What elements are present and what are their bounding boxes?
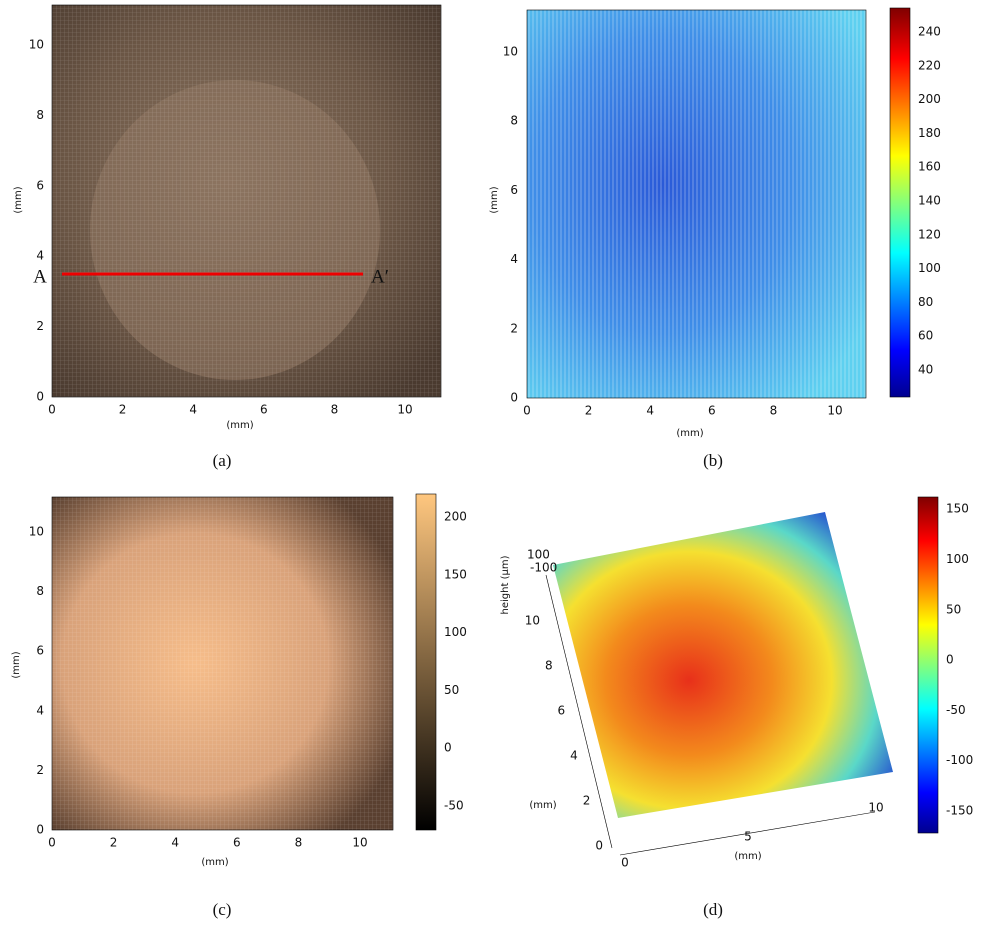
colorbar-tick-label: -150 <box>946 804 973 818</box>
y-axis-label: (mm) <box>13 186 24 213</box>
y-tick-label: 0 <box>595 839 603 853</box>
y-tick-label: 6 <box>510 183 518 197</box>
colorbar-tick-label: -100 <box>946 753 973 767</box>
y-tick-label: 4 <box>510 252 518 266</box>
colorbar-tick-label: 200 <box>444 510 467 524</box>
y-axis-label: (mm) <box>489 186 500 213</box>
colorbar-tick-label: 100 <box>918 261 941 275</box>
y-tick-label: 10 <box>525 614 540 628</box>
y-tick-label: 4 <box>36 703 44 717</box>
x-tick-label: 6 <box>708 404 716 418</box>
colorbar <box>918 497 938 833</box>
colorbar-tick-label: 160 <box>918 160 941 174</box>
colorbar-tick-label: 150 <box>444 567 467 581</box>
image-frame <box>52 497 393 830</box>
x-tick-label: 4 <box>171 836 179 850</box>
y-tick-label: 4 <box>570 749 578 763</box>
y-tick-label: 0 <box>36 390 44 404</box>
colorbar-tick-label: 60 <box>918 329 933 343</box>
colorbar-tick-label: 50 <box>946 602 961 616</box>
x-tick-label: 6 <box>233 836 241 850</box>
y-tick-label: 0 <box>510 391 518 405</box>
y-tick-label: 2 <box>583 794 591 808</box>
colorbar <box>890 8 910 397</box>
y-tick-label: 6 <box>558 704 566 718</box>
colorbar-tick-label: 150 <box>946 502 969 516</box>
caption: (a) <box>213 451 232 470</box>
figure: (a)(mm)(mm)02468100246810AA′(b)(mm)(mm)0… <box>0 0 984 928</box>
section-marker: A <box>33 266 47 287</box>
z-axis-label: height (μm) <box>500 555 511 614</box>
x-tick-label: 6 <box>260 403 268 417</box>
colorbar-tick-label: 80 <box>918 295 933 309</box>
y-axis-label: (mm) <box>11 651 22 678</box>
colorbar-tick-label: 200 <box>918 92 941 106</box>
panel-a <box>52 5 441 397</box>
y-tick-label: 0 <box>36 823 44 837</box>
x-tick-label: 0 <box>48 836 56 850</box>
y-tick-label: 6 <box>36 644 44 658</box>
image-frame <box>527 10 866 398</box>
y-tick-label: 8 <box>36 584 44 598</box>
image-frame <box>52 5 441 397</box>
y-axis-label: (mm) <box>529 800 556 811</box>
y-tick-label: 2 <box>510 321 518 335</box>
colorbar-tick-label: 0 <box>946 653 954 667</box>
x-tick-label: 4 <box>646 404 654 418</box>
caption: (c) <box>213 900 232 919</box>
y-tick-label: 4 <box>36 249 44 263</box>
x-axis-label: (mm) <box>226 420 253 431</box>
colorbar-tick-label: 0 <box>444 741 452 755</box>
x-tick-label: 0 <box>48 403 56 417</box>
colorbar-tick-label: 180 <box>918 126 941 140</box>
colorbar-tick-label: 40 <box>918 363 933 377</box>
x-tick-label: 8 <box>295 836 303 850</box>
panel-c <box>52 494 436 830</box>
y-tick-label: 8 <box>545 659 553 673</box>
x-tick-label: 4 <box>189 403 197 417</box>
y-tick-label: 2 <box>36 763 44 777</box>
x-tick-label: 8 <box>331 403 339 417</box>
y-tick-label: 10 <box>29 38 44 52</box>
colorbar-tick-label: 120 <box>918 227 941 241</box>
colorbar-tick-label: 220 <box>918 58 941 72</box>
colorbar-tick-label: 140 <box>918 194 941 208</box>
x-tick-label: 5 <box>744 830 752 844</box>
colorbar <box>416 494 436 830</box>
x-tick-label: 0 <box>621 856 629 870</box>
y-tick-label: 10 <box>29 525 44 539</box>
x-tick-label: 10 <box>827 404 842 418</box>
x-axis-label: (mm) <box>734 851 761 862</box>
panel-b <box>527 8 910 398</box>
colorbar-tick-label: 100 <box>444 625 467 639</box>
y-tick-label: 2 <box>36 319 44 333</box>
caption: (d) <box>703 900 723 919</box>
caption: (b) <box>703 451 723 470</box>
x-tick-label: 10 <box>352 836 367 850</box>
y-tick-label: 8 <box>36 108 44 122</box>
colorbar-tick-label: 240 <box>918 25 941 39</box>
section-marker: A′ <box>371 266 389 287</box>
x-tick-label: 8 <box>770 404 778 418</box>
x-tick-label: 2 <box>110 836 118 850</box>
y-tick-label: 10 <box>503 45 518 59</box>
colorbar-tick-label: 50 <box>444 683 459 697</box>
x-axis-label: (mm) <box>201 857 228 868</box>
colorbar-tick-label: -50 <box>444 799 464 813</box>
y-tick-label: 8 <box>510 114 518 128</box>
colorbar-tick-label: -50 <box>946 703 966 717</box>
x-tick-label: 2 <box>585 404 593 418</box>
x-tick-label: 2 <box>119 403 127 417</box>
x-tick-label: 10 <box>397 403 412 417</box>
z-tick-label: -100 <box>530 561 557 575</box>
z-tick-label: 100 <box>527 548 550 562</box>
y-tick-label: 6 <box>36 178 44 192</box>
x-tick-label: 0 <box>523 404 531 418</box>
x-tick-label: 10 <box>868 801 883 815</box>
x-axis-label: (mm) <box>676 428 703 439</box>
surface <box>553 512 893 818</box>
colorbar-tick-label: 100 <box>946 552 969 566</box>
